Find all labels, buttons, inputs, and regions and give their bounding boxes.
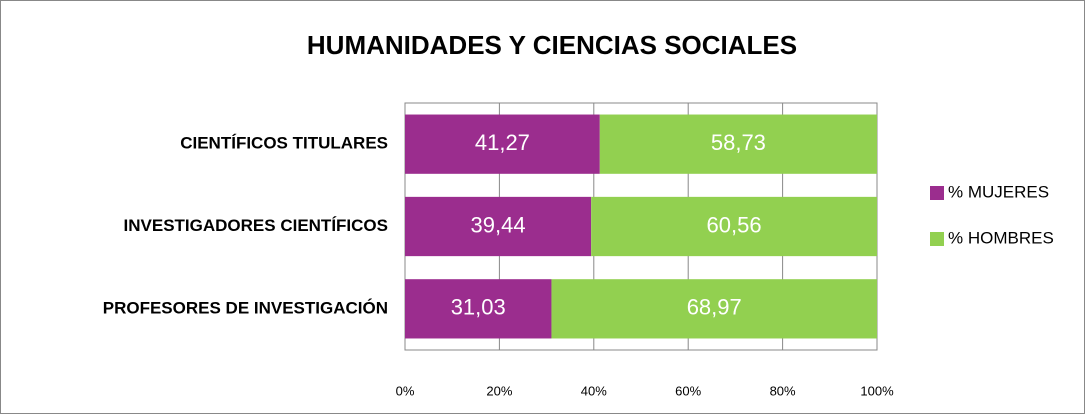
legend-label: % MUJERES: [948, 182, 1049, 201]
bar-segment: [405, 279, 552, 339]
y-tick-label: INVESTIGADORES CIENTÍFICOS: [124, 216, 388, 235]
bar-segment: [405, 114, 600, 174]
bar-segment: [591, 196, 877, 257]
value-label: 58,73: [711, 130, 766, 155]
x-tick-label: 20%: [486, 383, 512, 398]
bar-segment: [599, 114, 877, 174]
y-tick-label: PROFESORES DE INVESTIGACIÓN: [103, 298, 388, 317]
value-label: 31,03: [451, 295, 506, 320]
x-tick-label: 100%: [860, 383, 894, 398]
y-tick-label: CIENTÍFICOS TITULARES: [180, 134, 388, 153]
legend-label: % HOMBRES: [948, 228, 1054, 247]
legend-swatch: [930, 186, 944, 200]
value-label: 60,56: [707, 212, 762, 237]
x-tick-label: 0%: [396, 383, 415, 398]
legend-swatch: [930, 232, 944, 246]
bar-segment: [551, 279, 877, 339]
bar-segment: [405, 196, 592, 257]
chart-title: HUMANIDADES Y CIENCIAS SOCIALES: [307, 30, 797, 60]
x-tick-label: 80%: [770, 383, 796, 398]
x-tick-label: 60%: [675, 383, 701, 398]
x-tick-label: 40%: [581, 383, 607, 398]
value-label: 41,27: [475, 130, 530, 155]
value-label: 68,97: [687, 295, 742, 320]
value-label: 39,44: [471, 212, 526, 237]
